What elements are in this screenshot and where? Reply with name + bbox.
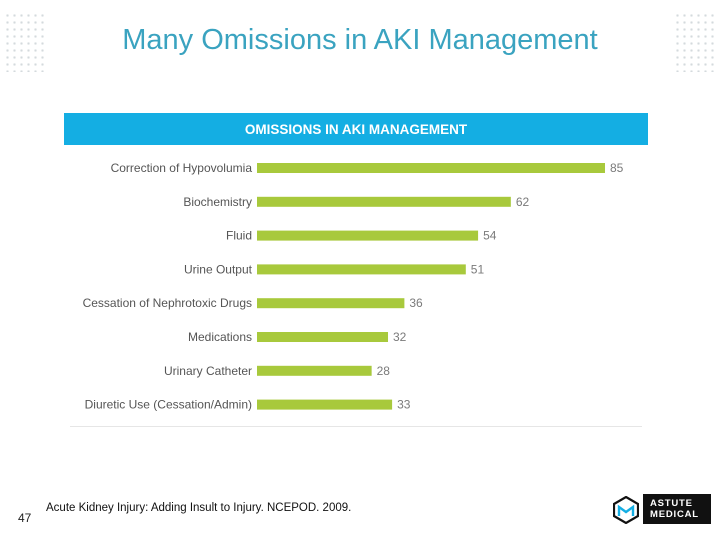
- category-label: Urine Output: [184, 262, 253, 276]
- bar-chart: OMISSIONS IN AKI MANAGEMENT Correction o…: [64, 113, 648, 429]
- citation: Acute Kidney Injury: Adding Insult to In…: [46, 502, 352, 514]
- bar: [257, 163, 605, 173]
- category-label: Fluid: [226, 229, 252, 243]
- category-label: Urinary Catheter: [164, 364, 252, 378]
- bar-value-label: 62: [516, 195, 530, 209]
- logo-line-2: MEDICAL: [650, 509, 699, 520]
- astute-medical-logo: ASTUTE MEDICAL: [613, 494, 713, 524]
- chart-title: OMISSIONS IN AKI MANAGEMENT: [64, 113, 648, 145]
- bar: [257, 264, 466, 275]
- chart-plot-area: Correction of Hypovolumia 85 Biochemistry 6…: [83, 161, 624, 412]
- page-number: 47: [18, 511, 32, 525]
- decorative-dot-pattern-right: [674, 12, 716, 72]
- logo-wordmark: ASTUTE MEDICAL: [643, 494, 711, 524]
- bar-value-label: 85: [610, 161, 624, 175]
- category-label: Diuretic Use (Cessation/Admin): [85, 398, 252, 412]
- bar: [257, 399, 393, 410]
- bar-value-label: 28: [377, 364, 391, 378]
- logo-mark-icon: [613, 496, 639, 524]
- bar-value-label: 32: [393, 330, 407, 344]
- category-label: Medications: [188, 330, 252, 344]
- bar: [257, 365, 372, 376]
- chart-bottom-divider: [70, 426, 642, 427]
- slide-title: Many Omissions in AKI Management: [122, 24, 598, 56]
- bar: [257, 196, 511, 207]
- category-label: Biochemistry: [183, 195, 252, 209]
- bar-value-label: 54: [483, 229, 497, 243]
- category-label: Correction of Hypovolumia: [111, 161, 253, 175]
- logo-line-1: ASTUTE: [650, 498, 693, 509]
- category-label: Cessation of Nephrotoxic Drugs: [83, 296, 252, 310]
- bar-value-label: 51: [471, 262, 485, 276]
- bar-value-label: 33: [397, 398, 411, 412]
- decorative-dot-pattern-left: [4, 12, 46, 72]
- bar: [257, 298, 405, 309]
- bar: [257, 230, 479, 241]
- bar: [257, 332, 389, 342]
- bar-value-label: 36: [409, 296, 423, 310]
